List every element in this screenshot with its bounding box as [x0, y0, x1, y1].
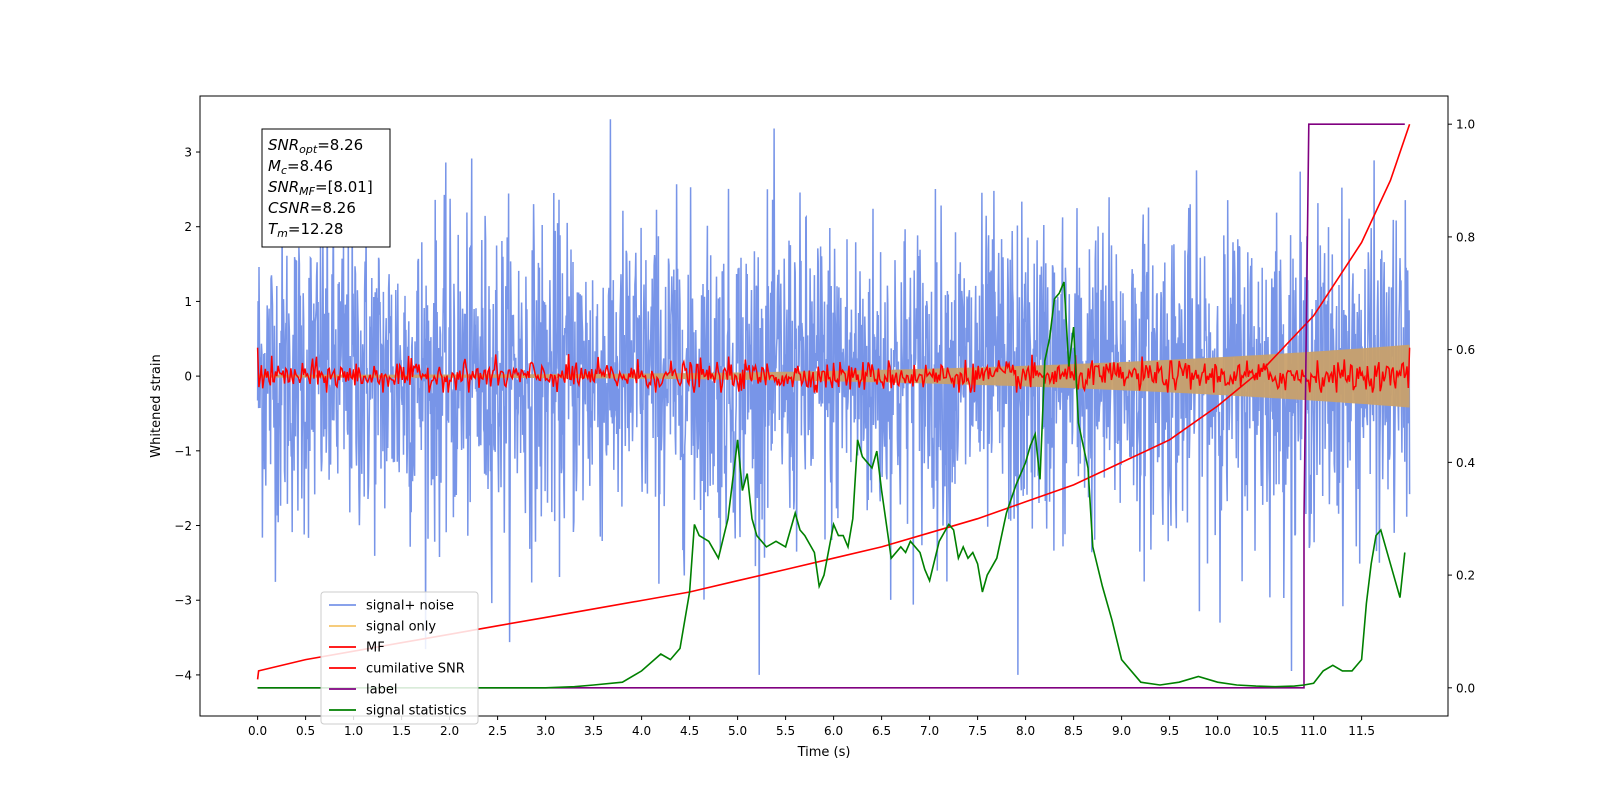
x-tick-label: 11.5	[1348, 724, 1375, 738]
legend-label: MF	[366, 641, 385, 656]
x-tick-label: 2.0	[440, 724, 459, 738]
x-tick-label: 2.5	[488, 724, 507, 738]
x-tick-label: 8.5	[1064, 724, 1083, 738]
y-tick-label: 2	[184, 220, 192, 234]
y-axis-left: −4 −3 −2 −1 0 1 2 3	[174, 146, 200, 682]
x-tick-label: 10.0	[1204, 724, 1231, 738]
annotation-line: CSNR=8.26	[268, 199, 356, 217]
plot-frame	[199, 95, 1449, 717]
x-tick-label: 1.0	[344, 724, 363, 738]
x-axis: 0.0 0.5 1.0 1.5 2.0 2.5 3.0 3.5 4.0 4.5 5.0 5.5 6.0 6…	[248, 716, 1375, 738]
legend: signal+ noise signal only MF cumilative SNR…	[320, 591, 479, 725]
x-tick-label: 7.5	[968, 724, 987, 738]
x-tick-label: 9.0	[1112, 724, 1131, 738]
y-tick-label: −1	[174, 444, 192, 458]
x-tick-label: 5.5	[776, 724, 795, 738]
y2-tick-label: 1.0	[1456, 118, 1475, 132]
annotation-line: Tm=12.28	[268, 220, 343, 240]
x-tick-label: 4.0	[632, 724, 651, 738]
y2-tick-label: 0.2	[1456, 569, 1475, 583]
y2-tick-label: 0.0	[1456, 681, 1475, 695]
x-tick-label: 11.0	[1300, 724, 1327, 738]
legend-label: label	[366, 683, 397, 698]
y2-tick-label: 0.4	[1456, 456, 1475, 470]
y-axis-right: 0.0 0.2 0.4 0.6 0.8 1.0	[1448, 118, 1475, 695]
x-tick-label: 3.0	[536, 724, 555, 738]
annotation-frame	[261, 128, 391, 248]
series-label	[257, 123, 1405, 689]
y-axis-label: Whitened strain	[149, 354, 164, 457]
legend-label: signal only	[366, 620, 436, 635]
y-tick-label: 0	[184, 370, 192, 384]
legend-frame	[320, 591, 479, 725]
x-tick-label: 0.5	[296, 724, 315, 738]
y2-tick-label: 0.6	[1456, 343, 1475, 357]
x-tick-label: 1.5	[392, 724, 411, 738]
x-tick-label: 6.0	[824, 724, 843, 738]
y2-tick-label: 0.8	[1456, 230, 1475, 244]
annotation-line: SNRMF=[8.01]	[268, 178, 373, 198]
y-tick-label: 1	[184, 295, 192, 309]
x-axis-label: Time (s)	[797, 745, 851, 760]
x-tick-label: 0.0	[248, 724, 267, 738]
x-tick-label: 4.5	[680, 724, 699, 738]
annotation-line: Mc=8.46	[268, 157, 333, 177]
y-tick-label: 3	[184, 146, 192, 160]
x-tick-label: 7.0	[920, 724, 939, 738]
legend-label: cumilative SNR	[366, 662, 465, 677]
x-tick-label: 3.5	[584, 724, 603, 738]
annotation-line: SNRopt=8.26	[268, 136, 363, 156]
series-signal-statistics	[257, 281, 1406, 689]
x-tick-label: 6.5	[872, 724, 891, 738]
y-tick-label: −3	[174, 594, 192, 608]
legend-label: signal statistics	[366, 704, 467, 719]
x-tick-label: 8.0	[1016, 724, 1035, 738]
y-tick-label: −4	[174, 668, 192, 682]
x-tick-label: 5.0	[728, 724, 747, 738]
x-tick-label: 9.5	[1160, 724, 1179, 738]
legend-label: signal+ noise	[366, 599, 454, 614]
x-tick-label: 10.5	[1252, 724, 1279, 738]
y-tick-label: −2	[174, 519, 192, 533]
series-mf	[256, 347, 1411, 393]
